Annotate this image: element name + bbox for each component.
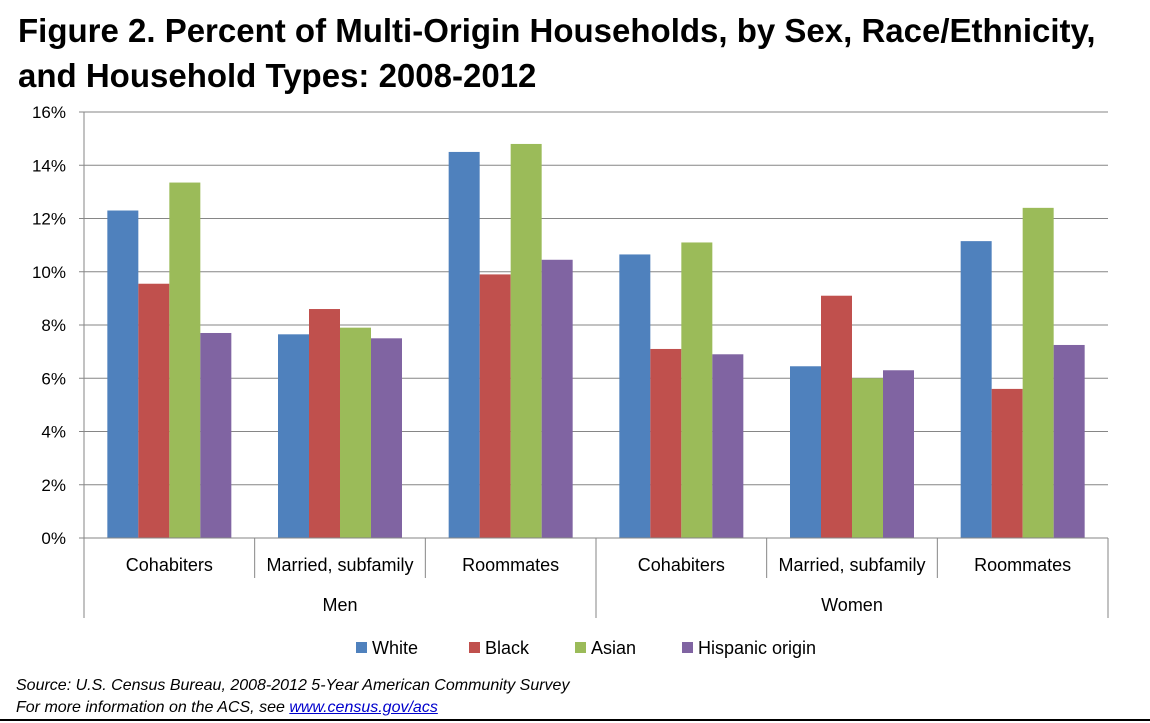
bar-asian (169, 182, 201, 538)
y-tick-label: 16% (32, 103, 66, 122)
y-tick-label: 14% (32, 156, 66, 175)
bar-hispanic-origin (541, 259, 573, 538)
y-tick-label: 6% (41, 369, 66, 388)
legend-label: Hispanic origin (698, 638, 816, 658)
bar-white (448, 151, 480, 538)
y-tick-label: 12% (32, 210, 66, 229)
bar-white (107, 210, 139, 538)
bar-hispanic-origin (883, 370, 914, 538)
x-group-label: Women (821, 595, 883, 615)
x-axis-category-labels: Cohabiters Married, subfamily Roommates Coh… (126, 555, 1071, 575)
bar-black (479, 274, 511, 538)
x-category-label: Married, subfamily (266, 555, 413, 575)
source-note: Source: U.S. Census Bureau, 2008-2012 5-… (16, 677, 570, 694)
chart-title: Figure 2. Percent of Multi-Origin Househ… (18, 12, 1096, 94)
bar-black (138, 283, 170, 538)
y-tick-label: 2% (41, 476, 66, 495)
footer: Source: U.S. Census Bureau, 2008-2012 5-… (16, 675, 569, 719)
legend-label: Black (485, 638, 530, 658)
x-group-label: Men (322, 595, 357, 615)
more-info-prefix: For more information on the ACS, see (16, 699, 290, 716)
bar-hispanic-origin (371, 338, 402, 538)
bar-black (650, 348, 682, 538)
y-tick-label: 10% (32, 263, 66, 282)
y-tick-label: 8% (41, 316, 66, 335)
bar-white (278, 334, 309, 538)
legend-swatch (469, 642, 480, 653)
legend-swatch (356, 642, 367, 653)
bar-asian (1022, 207, 1054, 538)
axes (79, 111, 1109, 618)
acs-link[interactable]: www.census.gov/acs (289, 699, 438, 716)
legend-label: Asian (591, 638, 636, 658)
bar-white (790, 366, 821, 538)
legend-swatch (682, 642, 693, 653)
x-axis-group-labels: Men Women (322, 595, 882, 615)
x-category-label: Roommates (462, 555, 559, 575)
bar-asian (852, 378, 883, 538)
x-category-label: Cohabiters (638, 555, 725, 575)
bar-hispanic-origin (1053, 344, 1085, 538)
gridlines (84, 111, 1108, 486)
bar-white (960, 241, 992, 538)
bar-asian (510, 143, 542, 538)
legend: White Black Asian Hispanic origin (356, 638, 816, 658)
bar-asian (340, 327, 371, 538)
bar-asian (681, 242, 713, 538)
bar-hispanic-origin (200, 332, 232, 538)
bar-black (821, 295, 852, 538)
x-category-label: Cohabiters (126, 555, 213, 575)
legend-label: White (372, 638, 418, 658)
y-axis-tick-labels: 0% 2% 4% 6% 8% 10% 12% 14% 16% (32, 103, 66, 548)
bar-black (309, 309, 340, 538)
bar-hispanic-origin (712, 354, 744, 538)
bottom-rule (0, 719, 1150, 721)
bar-black (991, 388, 1023, 538)
x-category-label: Married, subfamily (778, 555, 925, 575)
bars (107, 143, 1085, 538)
legend-swatch (575, 642, 586, 653)
y-tick-label: 0% (41, 529, 66, 548)
y-tick-label: 4% (41, 423, 66, 442)
x-category-label: Roommates (974, 555, 1071, 575)
bar-white (619, 254, 651, 538)
more-info-note: For more information on the ACS, see www… (16, 697, 569, 719)
